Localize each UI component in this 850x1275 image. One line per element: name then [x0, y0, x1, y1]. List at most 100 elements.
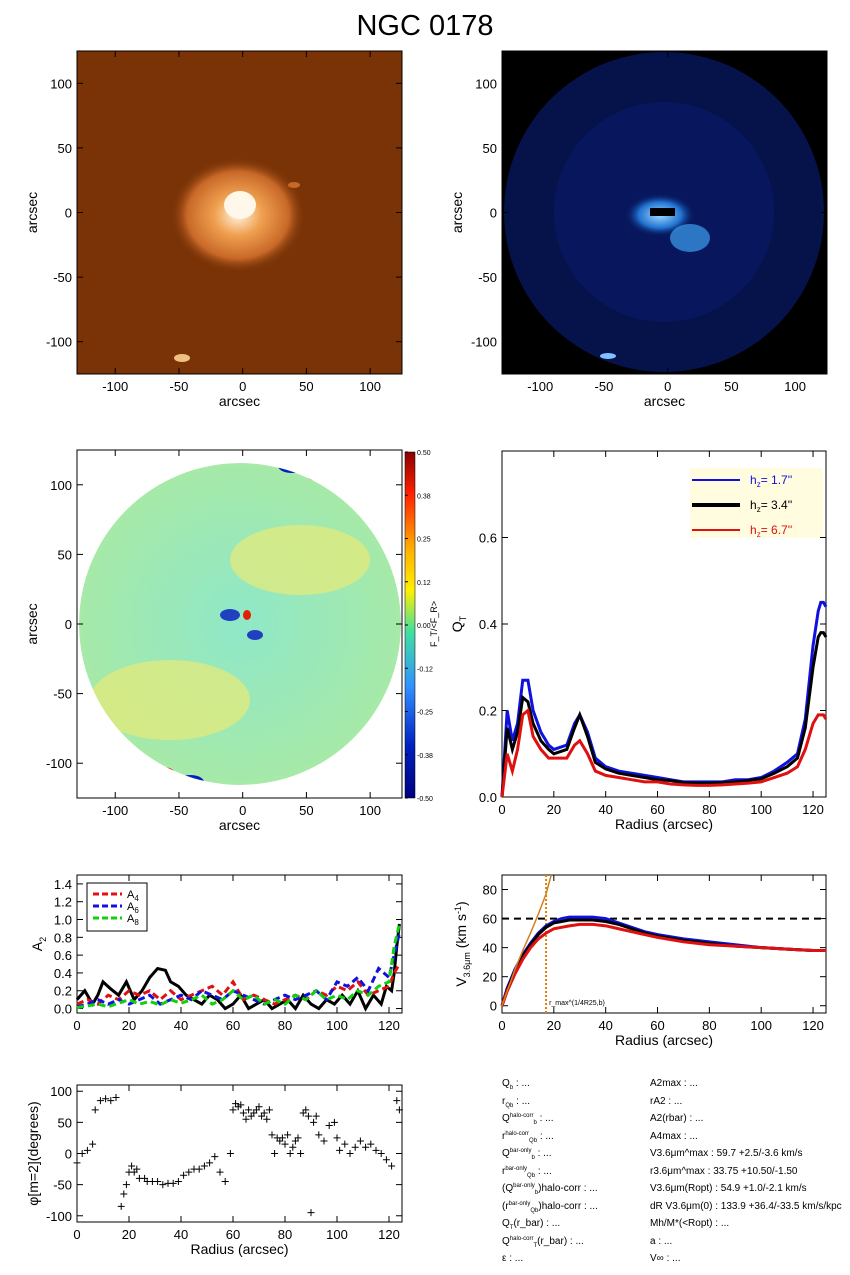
- param-left-row-part: Qb: [530, 1207, 539, 1214]
- phi-point: [312, 1112, 320, 1120]
- vc-xtick-label: 100: [750, 1018, 772, 1033]
- param-left-row-part: Q: [502, 1148, 510, 1159]
- a2-xtick-label: 0: [73, 1018, 80, 1033]
- param-left-row-part: Qb: [529, 1137, 538, 1144]
- phi-point: [112, 1093, 120, 1101]
- residual-map-blue-spot: [220, 609, 240, 621]
- param-left-row-part: )halo-corr: [538, 1200, 582, 1212]
- qt-xlabel: Radius (arcsec): [615, 816, 713, 832]
- residual-map-xtick-label: -100: [102, 803, 128, 818]
- colorbar-ticks: 0.50 0.38 0.25 0.12 0.00 -0.12 -0.25 -0.38 -0.50: [405, 450, 433, 803]
- phi-point: [96, 1097, 104, 1105]
- param-left-row-part: T: [533, 1242, 538, 1249]
- phi-point: [281, 1140, 289, 1148]
- a2-xtick-label: 80: [278, 1018, 292, 1033]
- param-right-row-part: dR V3.6μm(0) : 133.9 +36.4/-33.5 km/s/kp…: [650, 1200, 842, 1212]
- param-left-row-part: b: [509, 1085, 514, 1091]
- param-left-row: Qhalo-corrT(r_bar) : ...: [502, 1236, 584, 1249]
- param-left-row: Qbar-onlyb : ...: [502, 1148, 551, 1161]
- param-left-row-part: : ...: [537, 1130, 554, 1142]
- phi-point: [159, 1181, 167, 1189]
- qt-ylabel-main: Q: [449, 621, 465, 632]
- qt-legend-hz-eq: = 3.4'': [761, 498, 793, 512]
- residual-map-ytick-label: -100: [46, 756, 72, 771]
- param-left-row: rbar-onlyQb : ...: [502, 1166, 552, 1179]
- param-left-row-part: : ...: [506, 1253, 524, 1264]
- a2-ytick-label: 1.4: [54, 877, 72, 892]
- a2-ytick-label: 0.8: [54, 930, 72, 945]
- vc-xtick-label: 120: [802, 1018, 824, 1033]
- panel-phi: 0 20 40 60 80 100 120 100 50 0 -50 -100 Radius (arcs…: [25, 1084, 403, 1257]
- a2-xtick-label: 120: [378, 1018, 400, 1033]
- param-left-row-part: : ...: [567, 1235, 584, 1247]
- param-right-row: A4max : ...: [650, 1131, 698, 1142]
- phi-point: [229, 1106, 237, 1114]
- residual-map-ytick-label: 0: [65, 617, 72, 632]
- a2-legend-label: A8: [127, 913, 139, 927]
- a2-legend-a: A: [127, 889, 135, 901]
- a2-legend-sub: 6: [134, 906, 139, 915]
- qt-series-line: [500, 600, 828, 798]
- param-left-row-part: Q: [502, 1235, 510, 1247]
- phi-point: [286, 1150, 294, 1157]
- qt-series-line: [500, 707, 828, 798]
- qt-legend-hz-eq: = 1.7'': [761, 473, 793, 487]
- colorbar-tick-label: 0.12: [417, 580, 431, 587]
- phi-point: [91, 1106, 99, 1114]
- residual-map-yellow-band: [90, 660, 250, 740]
- vc-ylabel-v: V: [453, 977, 469, 987]
- panel-qt: 0 20 40 60 80 100 120 0.0 0.2 0.4 0.6 Radius (arcse…: [449, 450, 828, 832]
- residual-map-ylabel: arcsec: [24, 603, 40, 644]
- qt-ylabel-sub: T: [458, 615, 468, 621]
- colorbar-tick-label: -0.50: [417, 796, 433, 803]
- residual-map-xtick-label: -50: [170, 803, 189, 818]
- param-left-row: ε : ...: [502, 1253, 523, 1264]
- residual-map-red-spot: [243, 610, 251, 620]
- blue-image-ylabel: arcsec: [449, 192, 465, 233]
- phi-point: [302, 1106, 310, 1114]
- blue-image-xlabel: arcsec: [644, 393, 685, 409]
- blue-galaxy-center: [650, 208, 675, 216]
- param-right-row: A2max : ...: [650, 1078, 698, 1089]
- orange-image-ylabel: arcsec: [24, 192, 40, 233]
- param-left-row: rQb : ...: [502, 1096, 530, 1109]
- a2-xtick-label: 40: [174, 1018, 188, 1033]
- qt-ylabel: QT: [449, 615, 468, 632]
- phi-point: [336, 1146, 344, 1154]
- colorbar-tick-label: -0.25: [417, 710, 433, 717]
- vc-xtick-label: 60: [650, 1018, 664, 1033]
- param-left-row: rhalo-corrQb : ...: [502, 1131, 554, 1144]
- a2-xtick-label: 20: [122, 1018, 136, 1033]
- phi-point: [169, 1179, 177, 1187]
- phi-xlabel: Radius (arcsec): [190, 1241, 288, 1257]
- blue-image-xtick-label: 100: [784, 379, 806, 394]
- phi-point: [388, 1162, 396, 1170]
- residual-map-blue-spot-2: [247, 630, 263, 640]
- panel-a2: 0 20 40 60 80 100 120 0.0 0.2 0.4 0.6 0.8 1.0 1.2 1.4 A…: [29, 874, 403, 1033]
- phi-xtick-label: 60: [226, 1227, 240, 1242]
- a2-legend-a: A: [127, 901, 135, 913]
- phi-point: [351, 1143, 359, 1151]
- param-right-row: V3.6μm^max : 59.7 +2.5/-3.6 km/s: [650, 1148, 802, 1159]
- param-left-row-part: bar-only: [509, 1148, 532, 1154]
- phi-point: [393, 1097, 401, 1105]
- param-left-row: Qb : ...: [502, 1078, 530, 1091]
- residual-map-ytick-label: 100: [50, 478, 72, 493]
- param-right-row-part: A2max : ...: [650, 1078, 698, 1089]
- blue-image-ytick-label: -100: [471, 335, 497, 350]
- phi-point: [362, 1143, 370, 1151]
- vc-ylabel-exp: -1: [453, 906, 463, 914]
- phi-point: [325, 1121, 333, 1129]
- blue-image-ytick-label: -50: [478, 270, 497, 285]
- blue-galaxy-arm: [670, 224, 710, 252]
- phi-ytick-label: -100: [46, 1209, 72, 1224]
- param-left-row-part: T: [509, 1225, 514, 1231]
- a2-ylabel-sub: 2: [38, 937, 48, 942]
- phi-point: [320, 1137, 328, 1145]
- phi-ytick-label: 100: [50, 1084, 72, 1099]
- phi-point: [239, 1109, 247, 1117]
- param-left-row-part: Qb: [527, 1172, 536, 1179]
- vc-ylabel-close: ): [453, 901, 469, 906]
- param-right-row-part: A4max : ...: [650, 1130, 698, 1142]
- orange-image-xtick-label: 50: [299, 379, 313, 394]
